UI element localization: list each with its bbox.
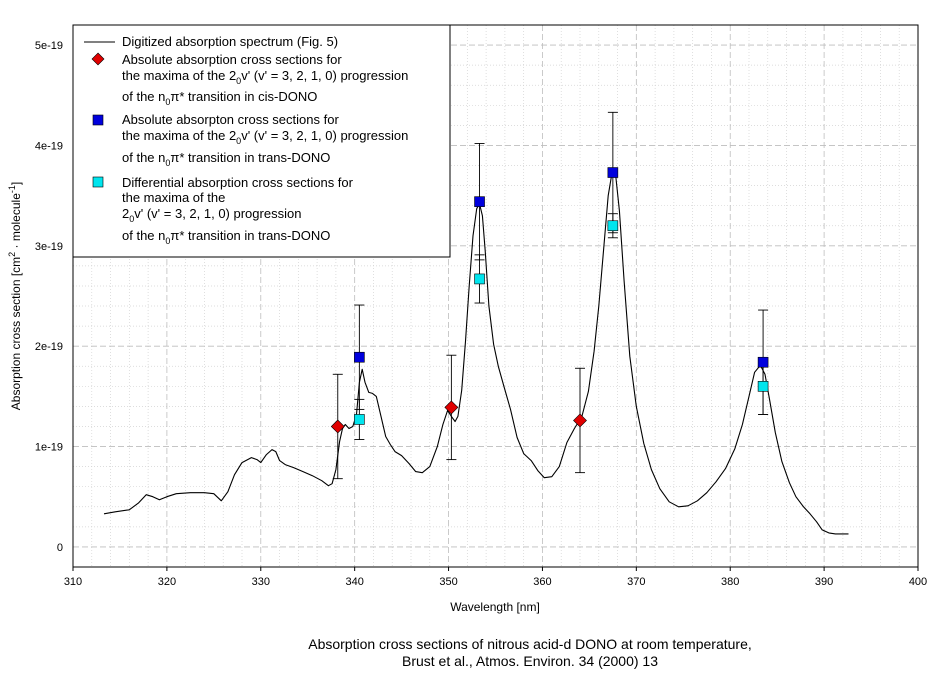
spectrum-line (103, 172, 849, 535)
figure-caption: Absorption cross sections of nitrous aci… (200, 636, 860, 670)
x-tick-label: 380 (721, 576, 739, 588)
marker-trans-abs (354, 351, 365, 363)
y-tick-label: 2e-19 (35, 341, 63, 353)
legend-diff-4s: 0 (165, 236, 170, 246)
x-tick-label: 360 (533, 576, 551, 588)
y-axis-label-c: · molecule (9, 193, 23, 252)
x-tick-label: 340 (345, 576, 363, 588)
markers (330, 167, 769, 434)
legend-abs-2s: 0 (236, 136, 241, 146)
legend-abs-text-3: of the n0π* transition in trans-DONO (122, 150, 330, 168)
x-tick-label: 350 (439, 576, 457, 588)
legend-abs-2b: v' (v' = 3, 2, 1, 0) progression (241, 128, 408, 143)
legend-diff-marker (92, 176, 104, 188)
y-tick-label: 4e-19 (35, 140, 63, 152)
caption-line-2: Brust et al., Atmos. Environ. 34 (2000) … (401, 653, 659, 669)
x-tick-label: 310 (64, 576, 82, 588)
legend-diff-text-2: the maxima of the (122, 190, 225, 205)
legend-abs-2a: the maxima of the 2 (122, 128, 236, 143)
legend-cis-3b: π* transition in cis-DONO (170, 89, 317, 104)
x-tick-label: 370 (627, 576, 645, 588)
y-tick-label: 5e-19 (35, 40, 63, 52)
legend-abs-marker (92, 114, 104, 126)
legend-cis-2b: v' (v' = 3, 2, 1, 0) progression (241, 68, 408, 83)
y-tick-label: 3e-19 (35, 241, 63, 253)
x-tick-label: 390 (815, 576, 833, 588)
legend-cis-3a: of the n (122, 89, 165, 104)
marker-cis (573, 413, 587, 428)
y-axis-label: Absorption cross section [cm2 · molecule… (7, 182, 23, 410)
legend-abs-3s: 0 (165, 158, 170, 168)
x-axis-label: Wavelength [nm] (450, 600, 540, 614)
y-tick-label: 0 (57, 542, 63, 554)
legend-cis-text-1: Absolute absorption cross sections for (122, 52, 342, 67)
marker-trans-abs (607, 167, 619, 178)
y-tick-label: 1e-19 (35, 442, 63, 454)
y-axis-label-b: 2 (7, 252, 17, 257)
spectrum-line-layer (103, 172, 849, 535)
y-axis-label-e: ] (9, 182, 23, 185)
legend-box (72, 24, 451, 258)
legend-diff-text-4: of the n0π* transition in trans-DONO (122, 228, 330, 246)
x-tick-label: 320 (158, 576, 176, 588)
marker-trans-abs (474, 196, 485, 207)
legend-cis-marker (91, 52, 105, 66)
marker-trans-diff (607, 220, 619, 232)
legend-line-text: Digitized absorption spectrum (Fig. 5) (122, 34, 338, 49)
marker-cis (330, 419, 345, 434)
legend-abs-text-1: Absolute absorpton cross sections for (122, 112, 339, 127)
legend-cis-text-2: the maxima of the 20v' (v' = 3, 2, 1, 0)… (122, 68, 408, 86)
y-axis: 0 1e-19 2e-19 3e-19 4e-19 5e-19 (35, 40, 63, 554)
legend: Digitized absorption spectrum (Fig. 5) A… (72, 24, 451, 258)
legend-cis-3s: 0 (165, 97, 170, 107)
marker-trans-abs (757, 356, 769, 368)
legend-diff-3a: 2 (122, 206, 129, 221)
legend-diff-3s: 0 (129, 214, 134, 224)
legend-abs-text-2: the maxima of the 20v' (v' = 3, 2, 1, 0)… (122, 128, 408, 146)
y-axis-label-a: Absorption cross section [cm (9, 257, 23, 410)
legend-diff-3b: v' (v' = 3, 2, 1, 0) progression (134, 206, 301, 221)
x-tick-label: 330 (252, 576, 270, 588)
legend-diff-4b: π* transition in trans-DONO (170, 228, 330, 243)
marker-cis (444, 400, 459, 415)
x-tick-label: 400 (909, 576, 927, 588)
marker-trans-diff (757, 381, 769, 392)
legend-cis-text-3: of the n0π* transition in cis-DONO (122, 89, 317, 107)
legend-abs-3a: of the n (122, 150, 165, 165)
marker-trans-diff (354, 414, 365, 425)
plot-frame (72, 24, 919, 568)
legend-cis-2s: 0 (236, 76, 241, 86)
legend-diff-text-1: Differential absorption cross sections f… (122, 175, 354, 190)
legend-abs-3b: π* transition in trans-DONO (170, 150, 330, 165)
caption-line-1: Absorption cross sections of nitrous aci… (308, 636, 752, 652)
y-axis-label-d: -1 (7, 185, 17, 193)
legend-cis-2a: the maxima of the 2 (122, 68, 236, 83)
legend-diff-text-3: 20v' (v' = 3, 2, 1, 0) progression (122, 206, 301, 224)
x-axis: 310 320 330 340 350 360 370 380 390 400 (64, 567, 927, 588)
legend-diff-4a: of the n (122, 228, 165, 243)
marker-trans-diff (474, 273, 485, 285)
